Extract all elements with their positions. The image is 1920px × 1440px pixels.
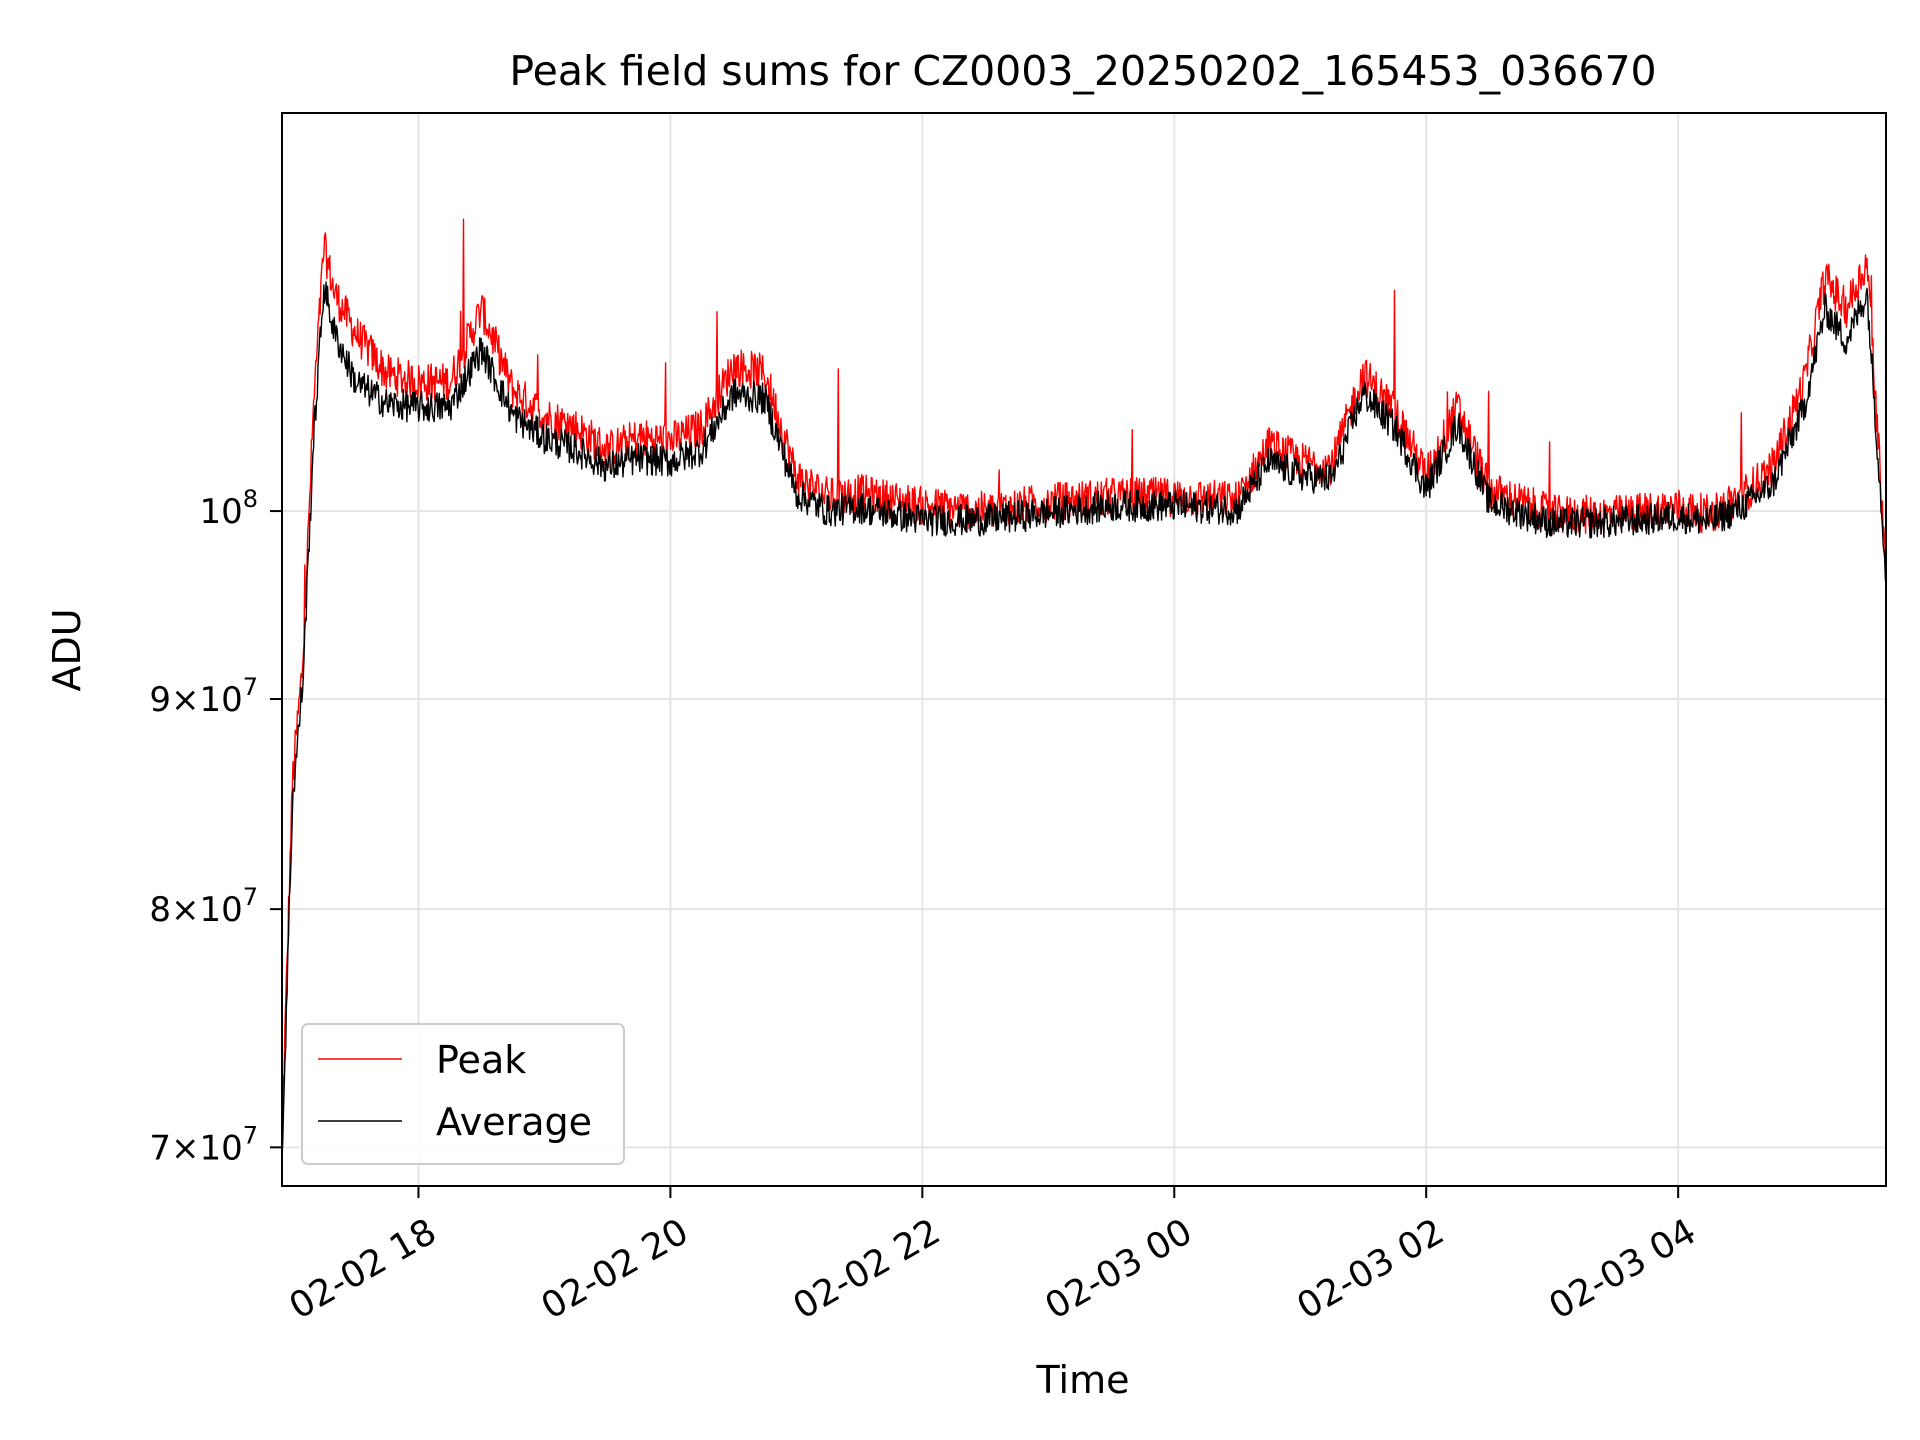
series-lines: [281, 218, 1887, 1158]
y-tick-label: 108: [199, 485, 258, 532]
peak-series-line: [281, 218, 1887, 1129]
y-axis-ticks: 7×107 8×107 9×107 108: [149, 485, 282, 1168]
legend: Peak Average: [301, 1023, 625, 1165]
average-series-line: [281, 281, 1887, 1158]
y-tick-label: 9×107: [149, 673, 258, 720]
plot-area-frame: [281, 112, 1887, 1187]
x-axis-label: Time: [1036, 1358, 1130, 1402]
chart-title: Peak field sums for CZ0003_20250202_1654…: [509, 47, 1656, 95]
y-axis-label: ADU: [45, 608, 89, 691]
legend-label-peak: Peak: [436, 1038, 526, 1082]
y-tick-label: 8×107: [149, 883, 258, 930]
y-tick-label: 7×107: [149, 1121, 258, 1168]
legend-label-average: Average: [436, 1100, 592, 1144]
